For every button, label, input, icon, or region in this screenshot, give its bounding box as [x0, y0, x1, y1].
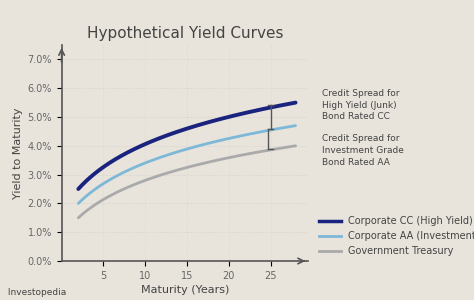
- Title: Hypothetical Yield Curves: Hypothetical Yield Curves: [87, 26, 283, 41]
- Legend: Corporate CC (High Yield), Corporate AA (Investment Grade), Government Treasury: Corporate CC (High Yield), Corporate AA …: [319, 216, 474, 256]
- X-axis label: Maturity (Years): Maturity (Years): [141, 285, 229, 295]
- Text: Credit Spread for
High Yield (Junk)
Bond Rated CC: Credit Spread for High Yield (Junk) Bond…: [322, 89, 400, 121]
- Text: Credit Spread for
Investment Grade
Bond Rated AA: Credit Spread for Investment Grade Bond …: [322, 134, 404, 167]
- Text: Investopedia: Investopedia: [5, 288, 66, 297]
- Y-axis label: Yield to Maturity: Yield to Maturity: [13, 107, 23, 199]
